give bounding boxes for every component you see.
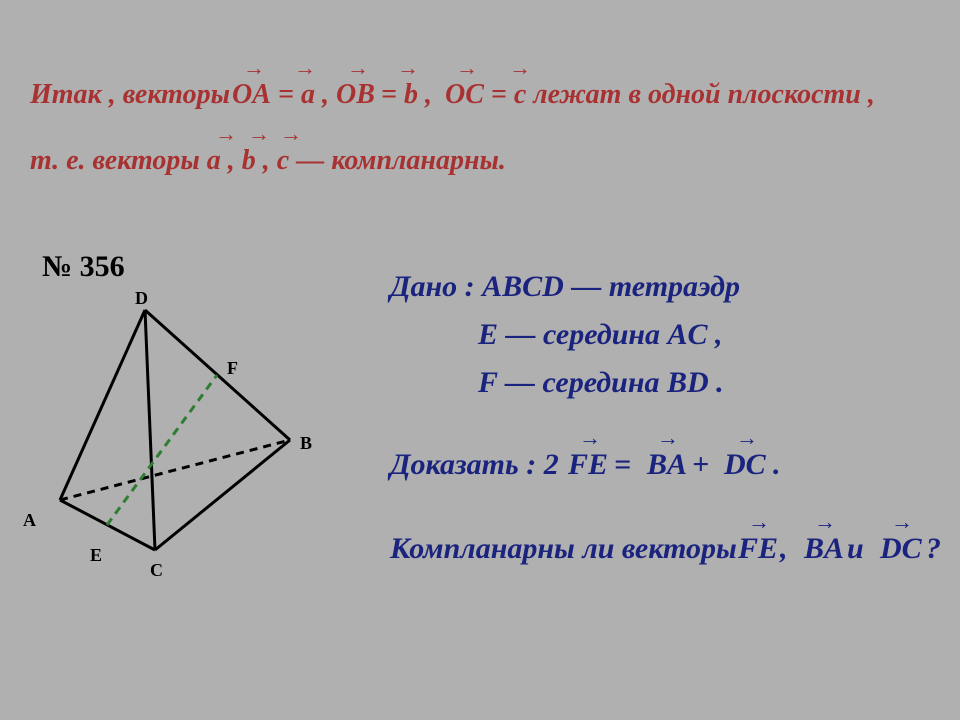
arrow-OB: → xyxy=(347,55,369,81)
arrow-c1: → xyxy=(509,55,531,81)
arrow-b1: → xyxy=(397,55,419,81)
arrow-BA-prove: → xyxy=(657,425,679,451)
arrow-OA: → xyxy=(243,55,265,81)
given-line3: F — середина BD . xyxy=(478,366,724,400)
prove-dot: . xyxy=(773,448,781,482)
arrow-FE-q: → xyxy=(748,509,770,535)
tetrahedron-diagram: ABCDEF xyxy=(35,300,315,590)
question-FE: FE xyxy=(738,532,778,566)
question-DC: DC xyxy=(880,532,922,566)
prove-DC: DC xyxy=(724,448,766,482)
arrow-c2: → xyxy=(280,121,302,147)
statement1-part-a: Итак , векторы xyxy=(30,79,230,111)
question-q: ? xyxy=(926,532,941,566)
arrow-DC-prove: → xyxy=(736,425,758,451)
arrow-b2: → xyxy=(248,121,270,147)
tetrahedron-svg xyxy=(35,300,315,590)
given-line1: Дано : ABCD — тетраэдр xyxy=(390,270,740,304)
statement1-OA-text: OA xyxy=(232,79,271,110)
arrow-DC-q: → xyxy=(891,509,913,535)
question-mid1: , xyxy=(780,532,788,566)
statement1-part-d: OC = c лежат в одной плоскости , xyxy=(445,79,875,111)
arrow-FE-prove: → xyxy=(579,425,601,451)
statement1-part-c: = b , xyxy=(381,79,432,111)
vertex-label-A: A xyxy=(23,510,36,531)
vertex-label-F: F xyxy=(227,358,238,379)
given-line2: E — середина AC , xyxy=(478,318,723,352)
arrow-OC: → xyxy=(456,55,478,81)
question-BA: BA xyxy=(804,532,844,566)
arrow-a2: → xyxy=(215,121,237,147)
problem-number: № 356 xyxy=(42,250,125,284)
statement1-OB: OB xyxy=(336,79,375,111)
prove-eq: = xyxy=(614,448,631,482)
statement1-OB-text: OB xyxy=(336,79,375,110)
statement1-part-b: = a , xyxy=(278,79,329,111)
arrow-a1: → xyxy=(294,55,316,81)
vertex-label-C: C xyxy=(150,560,163,581)
vertex-label-D: D xyxy=(135,288,148,309)
prove-FE: FE xyxy=(568,448,608,482)
question-prefix: Компланарны ли векторы xyxy=(390,532,737,566)
vertex-label-B: B xyxy=(300,433,312,454)
question-mid2: и xyxy=(847,532,864,566)
statement2-text: т. е. векторы a , b , c — компланарны. xyxy=(30,145,506,177)
arrow-BA-q: → xyxy=(814,509,836,535)
vertex-label-E: E xyxy=(90,545,102,566)
prove-prefix: Доказать : 2 xyxy=(390,448,559,482)
prove-BA: BA xyxy=(647,448,687,482)
statement1-OA: OA xyxy=(232,79,271,111)
prove-plus: + xyxy=(692,448,709,482)
